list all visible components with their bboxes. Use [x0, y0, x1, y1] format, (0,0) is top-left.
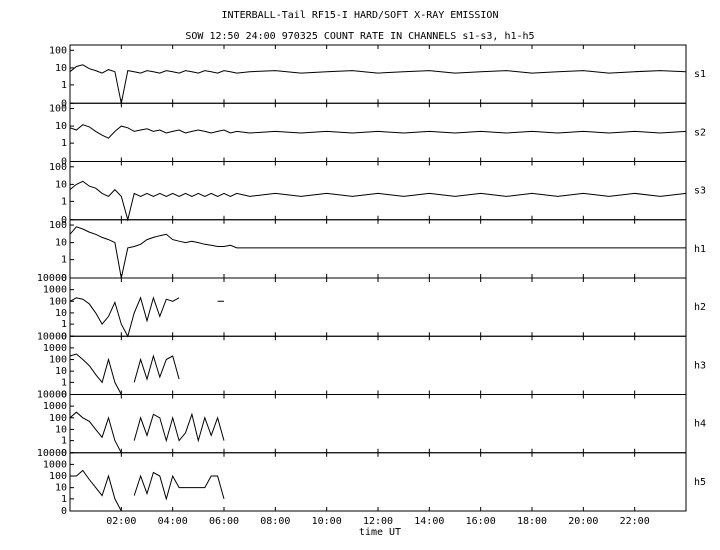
y-tick-label: 0: [61, 215, 67, 226]
x-tick-label: 20:00: [568, 516, 598, 527]
panel-label: h2: [694, 302, 706, 313]
y-tick-label: 1: [61, 494, 67, 505]
y-tick-label: 0: [61, 98, 67, 109]
panel-label: h1: [694, 244, 706, 255]
y-tick-label: 100: [49, 104, 67, 115]
panel-label: h4: [694, 419, 706, 430]
y-tick-label: 1: [61, 80, 67, 91]
y-tick-label: 1: [61, 436, 67, 447]
x-tick-label: 12:00: [363, 516, 393, 527]
panel-frame: [69, 219, 687, 279]
y-tick-label: 100: [49, 162, 67, 173]
y-tick-label: 1: [61, 196, 67, 207]
y-tick-label: 1: [61, 255, 67, 266]
data-line: [70, 354, 218, 395]
x-tick-label: 10:00: [312, 516, 342, 527]
y-tick-label: 10: [55, 424, 67, 435]
y-tick-label: 10: [55, 308, 67, 319]
y-tick-label: 10: [55, 179, 67, 190]
y-tick-label: 0: [61, 448, 67, 459]
y-tick-label: 10000: [37, 331, 67, 342]
data-line: [69, 296, 224, 338]
x-tick-label: 02:00: [106, 516, 136, 527]
panel-frame: [69, 161, 687, 221]
x-tick-label: 18:00: [517, 516, 547, 527]
y-tick-label: 10: [55, 483, 67, 494]
x-tick-label: 08:00: [260, 516, 290, 527]
y-tick-label: 1: [61, 377, 67, 388]
x-tick-label: 06:00: [209, 516, 239, 527]
x-tick-label: 04:00: [158, 516, 188, 527]
chart-title: INTERBALL-Tail RF15-I HARD/SOFT X-RAY EM…: [222, 10, 499, 21]
panel-frame: [69, 452, 687, 512]
y-tick-label: 10: [55, 366, 67, 377]
y-tick-label: 10000: [37, 390, 67, 401]
data-line: [69, 411, 225, 454]
y-tick-label: 1: [61, 138, 67, 149]
y-tick-label: 100: [49, 296, 67, 307]
y-tick-label: 0: [61, 273, 67, 284]
data-line: [69, 226, 686, 279]
panel-frame: [69, 44, 687, 104]
x-tick-label: 22:00: [620, 516, 650, 527]
y-tick-label: 1000: [43, 285, 67, 296]
panel-label: h3: [694, 360, 706, 371]
y-tick-label: 100: [49, 220, 67, 231]
panel-label: h5: [694, 477, 706, 488]
y-tick-label: 1000: [43, 401, 67, 412]
panel-frame: [69, 335, 687, 395]
y-tick-label: 10: [55, 121, 67, 132]
panel-frame: [69, 277, 687, 337]
panel-label: s3: [694, 186, 706, 197]
y-tick-label: 100: [49, 355, 67, 366]
y-tick-label: 0: [61, 506, 67, 517]
y-tick-label: 1000: [43, 459, 67, 470]
x-tick-label: 16:00: [466, 516, 496, 527]
y-tick-label: 10000: [37, 273, 67, 284]
y-tick-label: 1000: [43, 343, 67, 354]
panel-label: s2: [694, 127, 706, 138]
y-tick-label: 0: [61, 390, 67, 401]
y-tick-label: 100: [49, 45, 67, 56]
data-line: [69, 64, 687, 104]
panel-label: s1: [694, 69, 706, 80]
x-tick-label: 14:00: [414, 516, 444, 527]
y-tick-label: 0: [61, 157, 67, 168]
data-line: [69, 180, 687, 222]
data-line: [69, 124, 687, 139]
y-tick-label: 10000: [37, 448, 67, 459]
y-tick-label: 100: [49, 413, 67, 424]
y-tick-label: 10: [55, 63, 67, 74]
y-tick-label: 10: [55, 238, 67, 249]
y-tick-label: 0: [61, 331, 67, 342]
x-axis-label: time UT: [359, 527, 401, 538]
y-tick-label: 1: [61, 319, 67, 330]
y-tick-label: 100: [49, 471, 67, 482]
panel-frame: [69, 394, 687, 454]
data-line: [70, 469, 225, 512]
chart-subtitle: SOW 12:50 24:00 970325 COUNT RATE IN CHA…: [185, 31, 534, 42]
